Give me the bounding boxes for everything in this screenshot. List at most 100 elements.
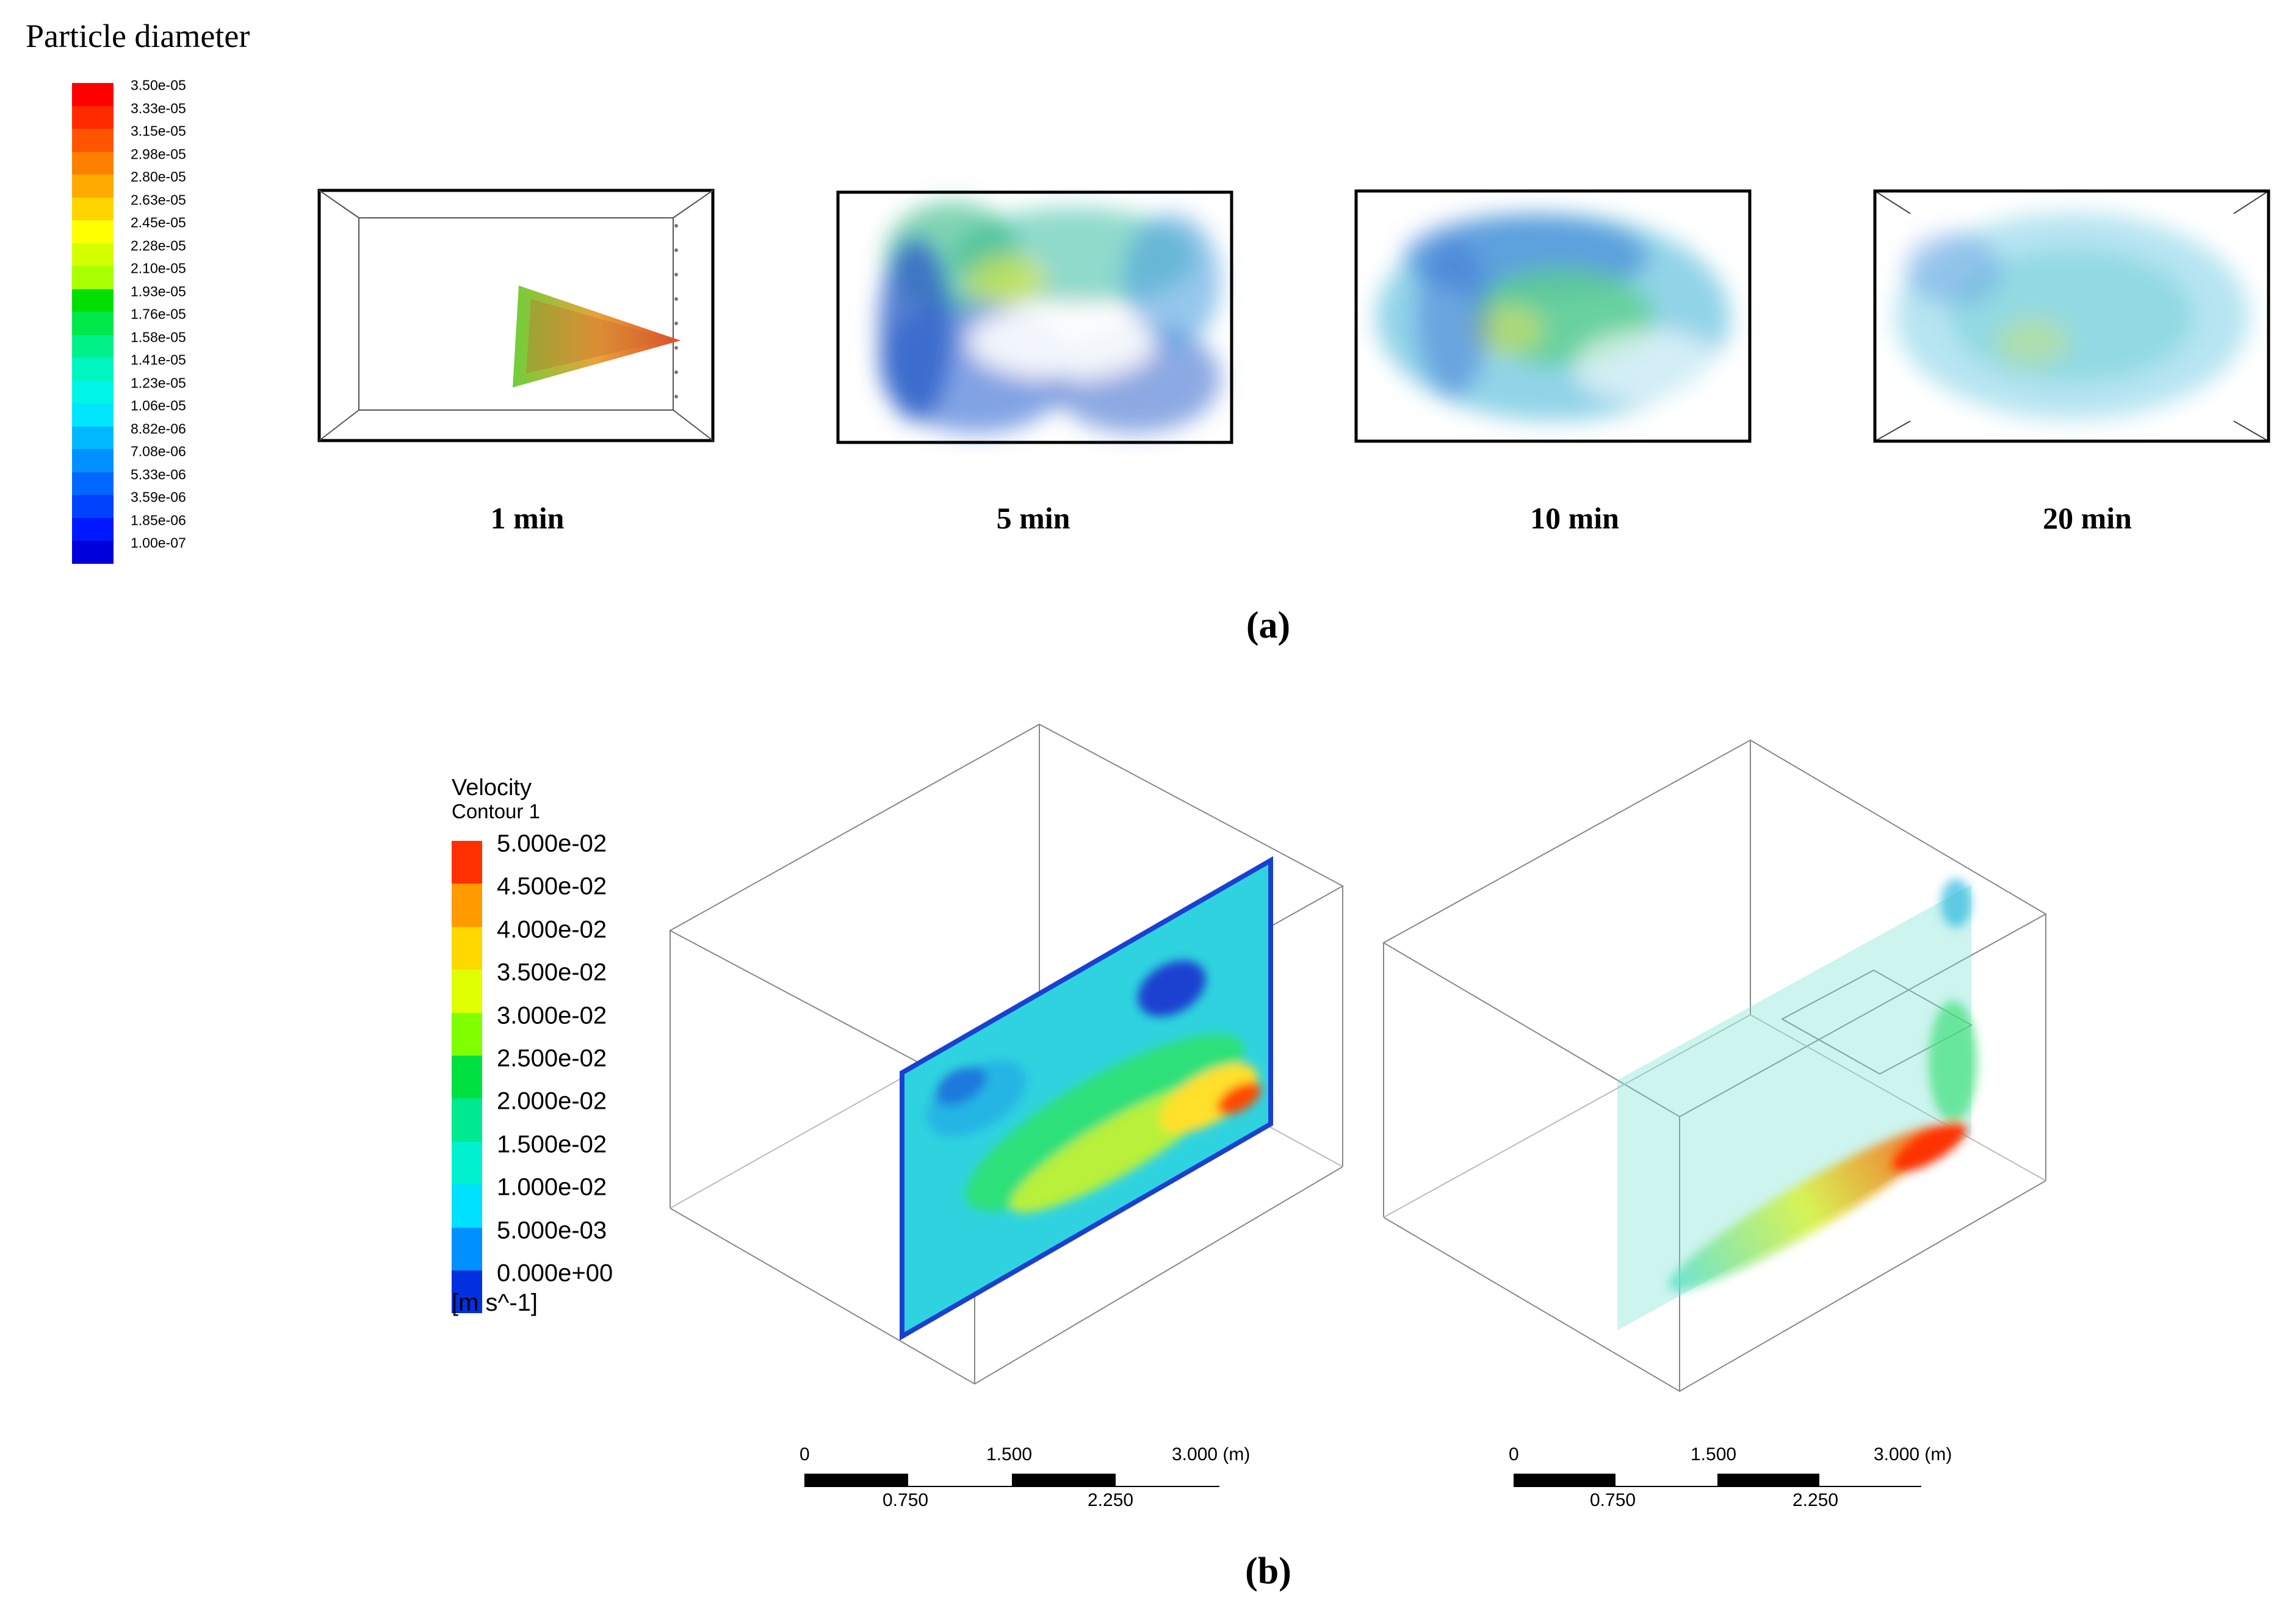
particle-diameter-color-cell <box>72 449 114 472</box>
scale-bar-segment <box>1514 1474 1616 1487</box>
particle-diameter-tick: 2.98e-05 <box>131 146 186 162</box>
particle-diameter-tick: 1.58e-05 <box>131 329 186 345</box>
particle-diameter-tick: 1.93e-05 <box>131 283 186 299</box>
scale-bar-segment <box>1116 1486 1219 1487</box>
scale-label: 0 <box>1509 1444 1519 1464</box>
scale-label: 0.750 <box>883 1490 929 1510</box>
particle-diameter-tick: 2.63e-05 <box>131 192 186 207</box>
scale-bar-segment <box>804 1474 908 1487</box>
particle-diameter-color-cell <box>72 197 114 220</box>
particle-diameter-color-cell <box>72 243 114 266</box>
velocity-legend-subtitle: Contour 1 <box>452 800 540 823</box>
panel-b-caption: (b) <box>1245 1551 1291 1592</box>
velocity-tick: 1.500e-02 <box>497 1131 607 1158</box>
velocity-contour-plane <box>900 856 1273 1341</box>
particle-diameter-color-cell <box>72 517 114 541</box>
velocity-legend-title: Velocity <box>452 775 532 801</box>
particle-diameter-color-cell <box>72 541 114 564</box>
scale-label: 1.500 <box>986 1444 1033 1464</box>
particle-diameter-tick: 3.33e-05 <box>131 100 186 116</box>
particle-diameter-tick: 2.28e-05 <box>131 237 186 253</box>
particle-diameter-color-cell <box>72 129 114 152</box>
particle-diameter-tick: 3.15e-05 <box>131 123 186 139</box>
scale-bar-segment <box>1616 1486 1717 1487</box>
velocity-color-cell <box>452 1098 482 1142</box>
particle-diameter-color-cell <box>72 495 114 518</box>
particle-diameter-tick: 1.85e-06 <box>131 512 186 528</box>
snapshot-label-10min: 10 min <box>1530 501 1619 535</box>
velocity-tick: 2.000e-02 <box>497 1087 607 1115</box>
particle-cone <box>513 286 680 387</box>
panel-a-caption: (a) <box>1246 605 1291 646</box>
velocity-color-cell <box>452 1270 482 1314</box>
velocity-unit: [m s^-1] <box>452 1289 538 1316</box>
particle-diameter-tick: 3.59e-06 <box>131 489 186 505</box>
particle-diameter-legend-title: Particle diameter <box>26 18 250 54</box>
velocity-color-cell <box>452 970 482 1013</box>
velocity-color-cell <box>452 1012 482 1056</box>
particle-diameter-color-cell <box>72 106 114 129</box>
snapshot-label-1min: 1 min <box>490 501 565 535</box>
particle-diameter-color-cell <box>72 472 114 495</box>
scale-label: 2.250 <box>1792 1490 1839 1510</box>
velocity-tick: 5.000e-03 <box>497 1217 607 1244</box>
velocity-color-cell <box>452 1184 482 1228</box>
particle-diameter-tick: 1.00e-07 <box>131 535 186 551</box>
particle-diameter-tick: 1.41e-05 <box>131 351 186 368</box>
particle-diameter-tick: 1.76e-05 <box>131 306 186 322</box>
particle-diameter-color-cell <box>72 266 114 289</box>
snapshot-label-20min: 20 min <box>2043 501 2132 535</box>
velocity-color-cell <box>452 884 482 927</box>
particle-diameter-tick: 2.45e-05 <box>131 214 186 231</box>
velocity-color-cell <box>452 926 482 970</box>
particle-diameter-colorbar <box>72 83 114 564</box>
particle-diameter-color-cell <box>72 312 114 335</box>
particle-diameter-tick: 1.06e-05 <box>131 397 186 414</box>
particle-diameter-tick: 8.82e-06 <box>131 420 186 436</box>
velocity-tick: 4.500e-02 <box>497 873 607 900</box>
velocity-tick: 4.000e-02 <box>497 916 607 943</box>
scale-bar-segment <box>1012 1474 1116 1487</box>
scale-label: 0 <box>800 1444 810 1464</box>
velocity-tick: 5.000e-02 <box>497 830 607 857</box>
snapshot-5min <box>836 190 1233 444</box>
particle-diameter-tick: 7.08e-06 <box>131 443 186 459</box>
scale-bar-segment <box>1717 1474 1819 1487</box>
velocity-color-cell <box>452 1227 482 1270</box>
scale-label: 0.750 <box>1590 1490 1636 1510</box>
velocity-color-cell <box>452 1055 482 1099</box>
velocity-tick: 3.000e-02 <box>497 1002 607 1029</box>
scale-label: 1.500 <box>1691 1444 1737 1464</box>
particle-diameter-color-cell <box>72 426 114 449</box>
velocity-tick: 1.000e-02 <box>497 1173 607 1201</box>
snapshot-10min <box>1354 189 1752 443</box>
velocity-streamlines <box>1617 879 1977 1330</box>
particle-diameter-color-cell <box>72 358 114 381</box>
velocity-tick: 3.500e-02 <box>497 959 607 986</box>
particle-diameter-color-cell <box>72 289 114 312</box>
particle-diameter-color-cell <box>72 334 114 358</box>
scale-label: 3.000 (m) <box>1874 1444 1952 1464</box>
velocity-tick: 2.500e-02 <box>497 1045 607 1072</box>
snapshot-20min <box>1873 189 2270 443</box>
particle-diameter-tick: 2.10e-05 <box>131 260 186 276</box>
particle-diameter-color-cell <box>72 175 114 198</box>
scale-label: 2.250 <box>1088 1490 1134 1510</box>
particle-diameter-color-cell <box>72 403 114 427</box>
scale-bar-segment <box>1819 1486 1921 1487</box>
velocity-color-cell <box>452 1141 482 1185</box>
velocity-color-cell <box>452 841 482 884</box>
velocity-vector-view <box>1382 739 2048 1392</box>
scale-bar-segment <box>908 1486 1012 1487</box>
particle-diameter-color-cell <box>72 380 114 403</box>
particle-diameter-color-cell <box>72 220 114 243</box>
snapshot-1min <box>317 189 715 442</box>
velocity-tick: 0.000e+00 <box>497 1259 613 1287</box>
particle-diameter-tick: 2.80e-05 <box>131 168 186 185</box>
particle-diameter-tick: 5.33e-06 <box>131 466 186 482</box>
snapshot-label-5min: 5 min <box>996 501 1070 535</box>
particle-diameter-color-cell <box>72 151 114 175</box>
particle-diameter-color-cell <box>72 83 114 106</box>
particle-diameter-tick: 1.23e-05 <box>131 375 186 391</box>
